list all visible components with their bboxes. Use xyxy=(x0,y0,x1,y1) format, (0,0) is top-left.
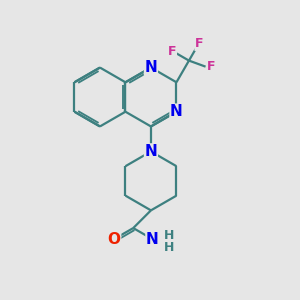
Text: N: N xyxy=(170,104,183,119)
Text: F: F xyxy=(207,60,216,73)
Text: N: N xyxy=(146,232,159,247)
Text: O: O xyxy=(108,232,121,247)
Text: F: F xyxy=(195,37,203,50)
Text: H: H xyxy=(164,229,174,242)
Text: N: N xyxy=(145,144,157,159)
Text: N: N xyxy=(145,60,157,75)
Text: H: H xyxy=(164,241,174,254)
Text: F: F xyxy=(168,45,176,58)
